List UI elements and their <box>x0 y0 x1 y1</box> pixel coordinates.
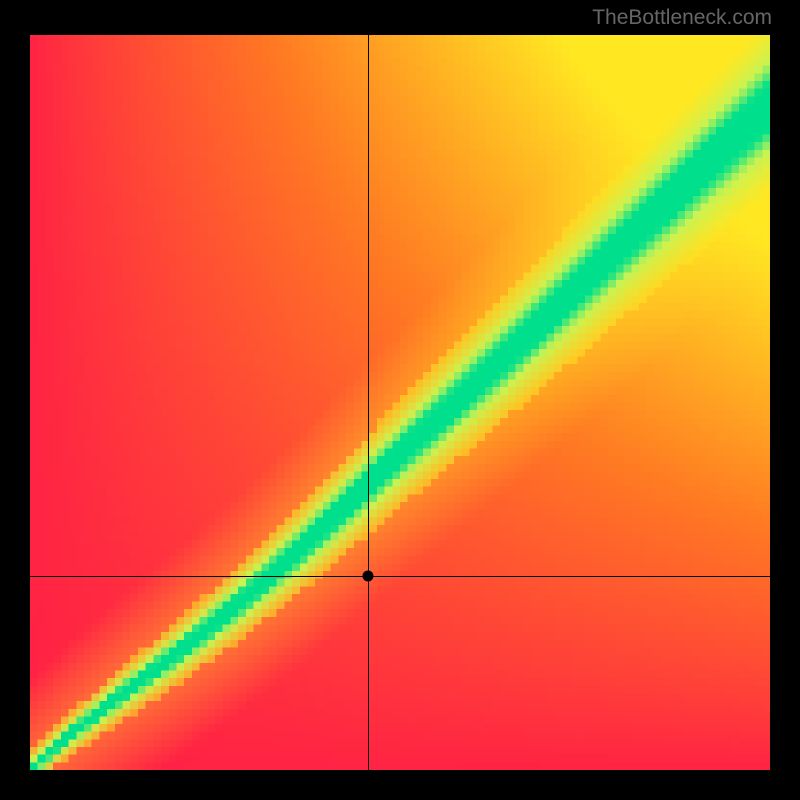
crosshair-marker <box>363 570 374 581</box>
crosshair-horizontal <box>30 576 770 577</box>
watermark-text: TheBottleneck.com <box>592 6 772 30</box>
heatmap-plot <box>30 35 770 770</box>
crosshair-vertical <box>368 35 369 770</box>
heatmap-canvas <box>30 35 770 770</box>
